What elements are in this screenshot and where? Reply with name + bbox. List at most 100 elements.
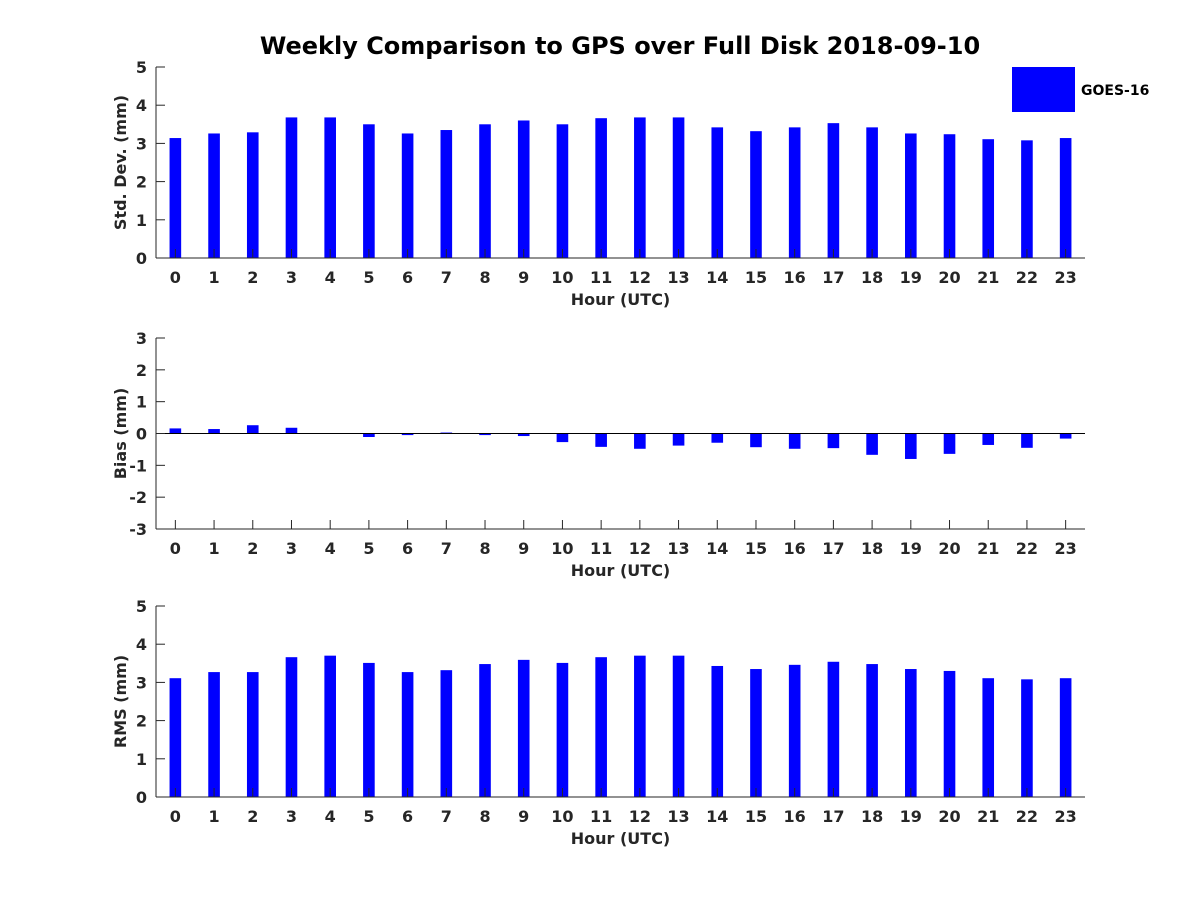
std-dev-xtick-label: 19 xyxy=(900,268,922,287)
bias-xtick-label: 11 xyxy=(590,539,612,558)
bias-bar-11 xyxy=(595,433,607,447)
bias-xtick-label: 12 xyxy=(629,539,651,558)
bias-xtick-label: 6 xyxy=(402,539,413,558)
bias-bar-17 xyxy=(827,433,840,449)
rms-xtick-label: 5 xyxy=(363,807,374,826)
std-dev-ytick-label: 5 xyxy=(136,58,147,77)
std-dev-bar-20 xyxy=(943,134,956,258)
std-dev-xtick-label: 13 xyxy=(667,268,689,287)
bias-xtick-label: 1 xyxy=(208,539,219,558)
bias-bar-23 xyxy=(1059,433,1072,439)
bias-bar-21 xyxy=(982,433,995,445)
rms-bar-10 xyxy=(556,662,569,797)
bias-ytick-label: -2 xyxy=(129,488,147,507)
rms-ytick-label: 4 xyxy=(136,635,147,654)
std-dev-xtick-label: 3 xyxy=(286,268,297,287)
rms-ytick-label: 0 xyxy=(136,788,147,807)
bias-ytick-label: -1 xyxy=(129,456,147,475)
std-dev-xtick-label: 15 xyxy=(745,268,767,287)
std-dev-xtick-label: 5 xyxy=(363,268,374,287)
bias-bar-22 xyxy=(1021,433,1033,448)
bias-bar-9 xyxy=(517,433,530,437)
rms-xtick-label: 12 xyxy=(629,807,651,826)
std-dev-bar-19 xyxy=(905,133,917,258)
rms-xtick-label: 9 xyxy=(518,807,529,826)
std-dev-bar-1 xyxy=(208,133,220,258)
std-dev-bar-17 xyxy=(827,123,840,259)
std-dev-xtick-label: 4 xyxy=(325,268,336,287)
std-dev-xtick-label: 16 xyxy=(784,268,806,287)
std-dev-y-label: Std. Dev. (mm) xyxy=(111,95,130,230)
bias-x-label: Hour (UTC) xyxy=(571,561,671,580)
rms-bar-20 xyxy=(943,670,956,797)
bias-bars xyxy=(169,425,1072,459)
bias-xtick-label: 15 xyxy=(745,539,767,558)
bias-bar-15 xyxy=(750,433,762,448)
bias-bar-10 xyxy=(556,433,569,443)
rms-bar-1 xyxy=(208,672,220,797)
std-dev-xtick-label: 0 xyxy=(170,268,181,287)
rms-bars xyxy=(169,655,1072,797)
std-dev-ytick-label: 3 xyxy=(136,134,147,153)
rms-bar-18 xyxy=(866,664,878,797)
bias-y-label: Bias (mm) xyxy=(111,388,130,480)
rms-bar-16 xyxy=(788,664,801,797)
rms-xtick-label: 16 xyxy=(784,807,806,826)
rms-bar-8 xyxy=(479,664,491,797)
std-dev-xtick-label: 17 xyxy=(822,268,844,287)
rms-bar-22 xyxy=(1021,679,1033,797)
bias-xtick-label: 14 xyxy=(706,539,728,558)
rms-xtick-label: 10 xyxy=(551,807,573,826)
bias-xtick-label: 16 xyxy=(784,539,806,558)
bias-xtick-label: 23 xyxy=(1055,539,1077,558)
bias-xtick-label: 4 xyxy=(325,539,336,558)
bias-xtick-label: 18 xyxy=(861,539,883,558)
bias-xtick-label: 8 xyxy=(479,539,490,558)
std-dev-bar-7 xyxy=(440,130,453,258)
std-dev-xtick-label: 11 xyxy=(590,268,612,287)
rms-xtick-label: 14 xyxy=(706,807,728,826)
bias-bar-6 xyxy=(401,433,414,436)
rms-bar-3 xyxy=(285,657,298,797)
rms-bar-5 xyxy=(363,662,375,797)
rms-bar-19 xyxy=(905,669,917,797)
std-dev-bar-18 xyxy=(866,127,878,258)
rms-bar-13 xyxy=(672,655,685,797)
std-dev-xtick-label: 14 xyxy=(706,268,728,287)
std-dev-bar-11 xyxy=(595,118,607,258)
std-dev-xtick-label: 6 xyxy=(402,268,413,287)
bias-bar-0 xyxy=(169,428,182,434)
std-dev-bar-0 xyxy=(169,138,182,258)
rms-xtick-label: 23 xyxy=(1055,807,1077,826)
rms-xtick-label: 8 xyxy=(479,807,490,826)
std-dev-bar-8 xyxy=(479,124,491,258)
rms-ytick-label: 3 xyxy=(136,673,147,692)
legend-swatch xyxy=(1012,67,1075,112)
rms-bar-21 xyxy=(982,678,995,797)
bias-ytick-label: 1 xyxy=(136,393,147,412)
bias-xtick-label: 10 xyxy=(551,539,573,558)
std-dev-bar-22 xyxy=(1021,140,1033,258)
rms-xtick-label: 21 xyxy=(977,807,999,826)
std-dev-bar-16 xyxy=(788,127,801,258)
rms-xtick-label: 11 xyxy=(590,807,612,826)
std-dev-bar-5 xyxy=(363,124,375,258)
rms-bar-23 xyxy=(1059,678,1072,797)
bias-bar-1 xyxy=(208,429,220,434)
std-dev-bar-2 xyxy=(246,132,259,258)
bias-bar-13 xyxy=(672,433,685,446)
rms-xtick-label: 18 xyxy=(861,807,883,826)
std-dev-bars xyxy=(169,117,1072,259)
std-dev-xtick-label: 8 xyxy=(479,268,490,287)
bias-ytick-label: -3 xyxy=(129,520,147,539)
bias-bar-12 xyxy=(634,433,646,449)
std-dev-xtick-label: 12 xyxy=(629,268,651,287)
bias-bar-20 xyxy=(943,433,956,454)
rms-bar-0 xyxy=(169,678,182,797)
rms-xtick-label: 13 xyxy=(667,807,689,826)
bias-bar-2 xyxy=(246,425,259,434)
